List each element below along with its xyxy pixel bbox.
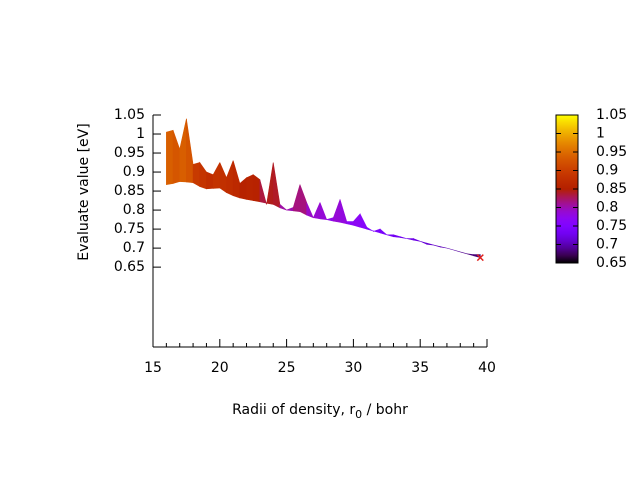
surface-cell <box>466 253 474 257</box>
surface-cell <box>166 129 174 185</box>
surface-cell <box>199 161 207 190</box>
x-tick-label: 30 <box>344 360 362 376</box>
y-tick-label: 0.65 <box>114 259 145 275</box>
y-tick-label: 0.75 <box>114 221 145 237</box>
surface-cell <box>393 234 401 238</box>
surface-cell <box>306 202 314 219</box>
y-tick-label: 0.85 <box>114 183 145 199</box>
marker <box>476 254 484 262</box>
cb-tick-label: 0.8 <box>596 200 618 216</box>
x-label-sub: 0 <box>355 408 362 421</box>
surface-cell <box>460 251 468 255</box>
surface-cell <box>399 236 407 239</box>
surface-cell <box>426 242 434 246</box>
surface-cell <box>266 162 274 205</box>
surface-cell <box>206 171 214 190</box>
surface-cell <box>172 130 181 184</box>
surface-cell <box>272 162 281 209</box>
y-tick-label: 0.7 <box>123 240 145 256</box>
surface-cell <box>453 249 461 253</box>
x-tick-label: 15 <box>144 360 162 376</box>
x-tick-label: 25 <box>278 360 296 376</box>
surface-cell <box>433 244 441 248</box>
surface-cell <box>179 118 187 183</box>
surface-cell <box>192 162 201 188</box>
surface-cell <box>246 174 254 201</box>
surface-cell <box>239 177 247 200</box>
surface-cell <box>439 246 447 249</box>
cb-tick-label: 0.95 <box>596 144 627 160</box>
cb-tick-label: 0.7 <box>596 237 618 253</box>
surface-cell <box>359 213 368 230</box>
surface-cell <box>420 240 428 245</box>
surface-cell <box>326 217 334 222</box>
x-label-unit: / bohr <box>362 402 408 418</box>
cb-tick-label: 1 <box>596 126 605 142</box>
surface-cell <box>406 238 414 241</box>
surface-cell <box>379 228 387 236</box>
surface-cell <box>259 179 267 205</box>
x-label-text: Radii of density, r <box>232 402 355 418</box>
surface-cell <box>446 247 454 251</box>
surface-cell <box>292 184 301 212</box>
y-tick-label: 1.05 <box>114 107 145 123</box>
surface-cell <box>413 238 421 242</box>
surface-cell <box>186 118 194 184</box>
surface-cell <box>279 203 287 211</box>
y-axis-label: Evaluate value [eV] <box>76 123 92 260</box>
surface-cell <box>232 160 241 199</box>
y-tick-label: 1 <box>136 126 145 142</box>
x-tick-label: 20 <box>211 360 229 376</box>
surface-cell <box>299 184 307 216</box>
cb-tick-label: 0.65 <box>596 255 627 271</box>
y-tick-label: 0.95 <box>114 145 145 161</box>
y-tick-label: 0.9 <box>123 164 145 180</box>
surface-cell <box>312 202 321 220</box>
cb-tick-label: 1.05 <box>596 107 627 123</box>
surface-cell <box>373 228 381 234</box>
surface-cell <box>286 206 294 212</box>
surface-cell <box>226 160 234 197</box>
cb-tick-label: 0.85 <box>596 181 627 197</box>
y-tick-label: 0.8 <box>123 202 145 218</box>
surface-cell <box>319 202 328 220</box>
x-tick-label: 35 <box>411 360 429 376</box>
surface-cell <box>252 174 261 203</box>
x-axis-label: Radii of density, r0 / bohr <box>232 402 408 421</box>
surface-cell <box>333 199 341 223</box>
surface-cell <box>386 234 394 238</box>
surface-cell <box>346 221 354 226</box>
surface-cell <box>212 162 221 189</box>
surface-cell <box>339 199 348 225</box>
cb-tick-label: 0.75 <box>596 218 627 234</box>
x-tick-label: 40 <box>478 360 496 376</box>
surface-cell <box>366 226 374 232</box>
surface-cell <box>219 162 227 194</box>
surface-cell <box>353 213 361 228</box>
cb-tick-label: 0.9 <box>596 163 618 179</box>
